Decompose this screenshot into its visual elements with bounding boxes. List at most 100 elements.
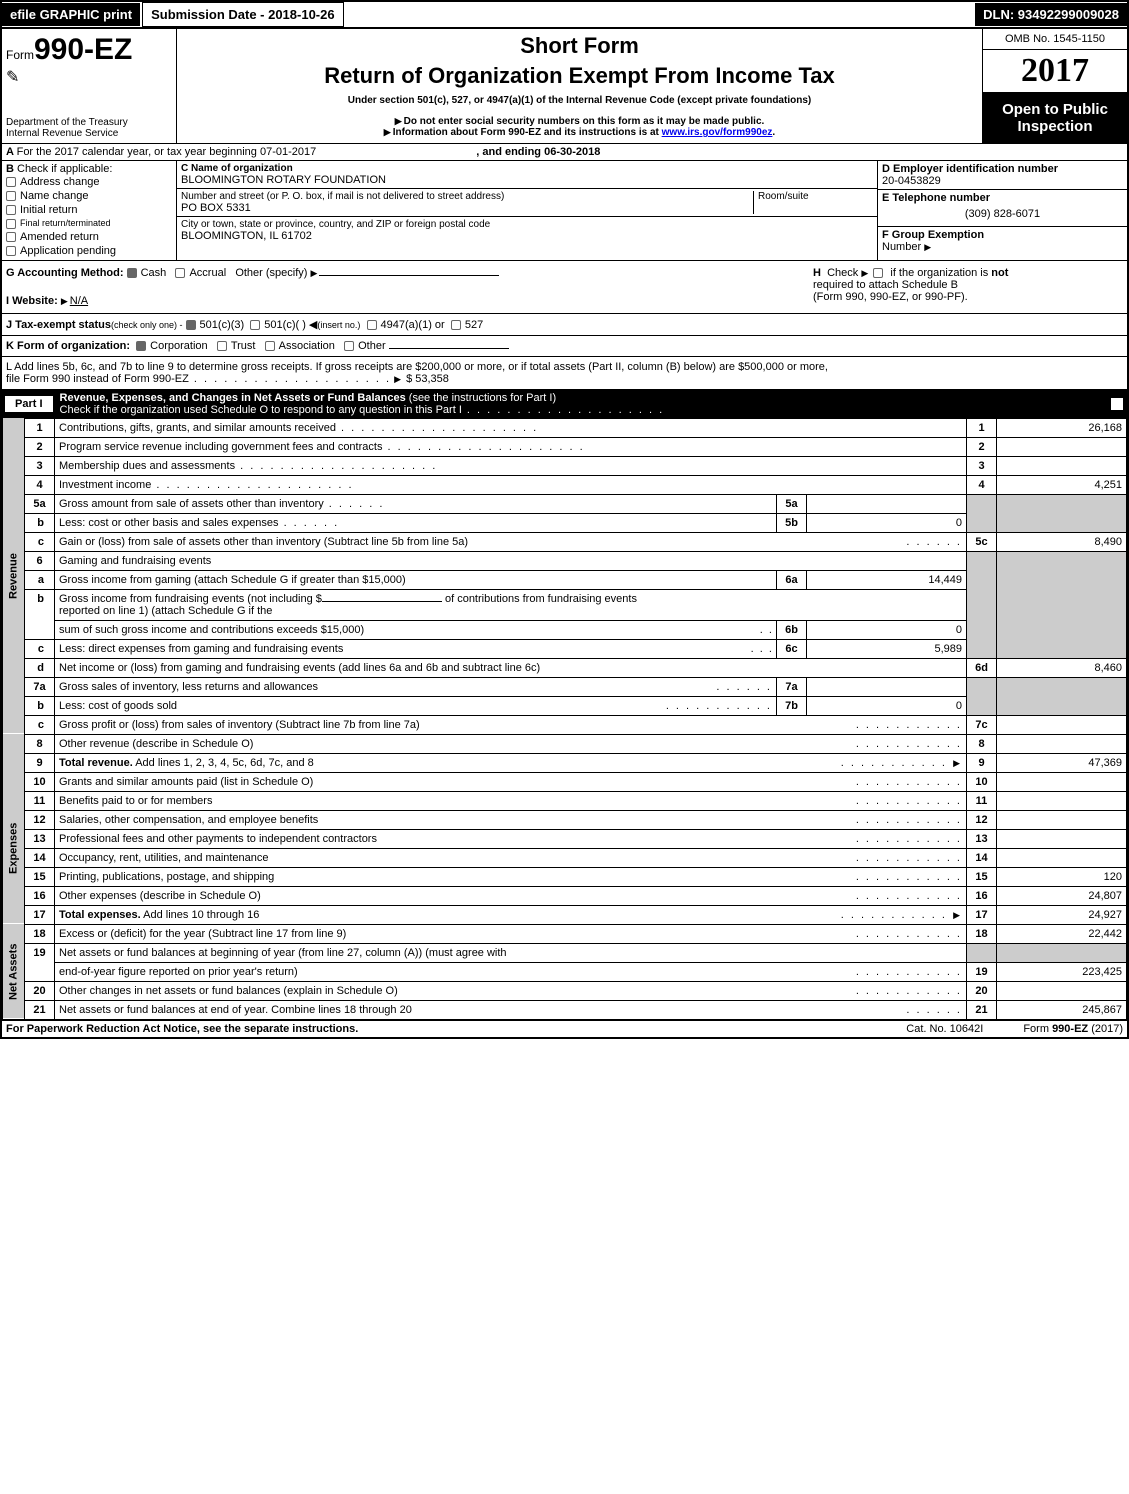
open-to-public: Open to PublicInspection bbox=[983, 93, 1127, 143]
val-6d: 8,460 bbox=[997, 658, 1127, 677]
val-12 bbox=[997, 810, 1127, 829]
c-name: C Name of organization BLOOMINGTON ROTAR… bbox=[177, 161, 877, 189]
val-4: 4,251 bbox=[997, 475, 1127, 494]
chk-name-change[interactable] bbox=[6, 191, 16, 201]
header-left: Form990-EZ ✎ Department of the Treasury … bbox=[2, 29, 177, 143]
form-prefix: Form bbox=[6, 48, 34, 62]
section-b: B Check if applicable: Address change Na… bbox=[2, 161, 1127, 260]
info-line: Information about Form 990-EZ and its in… bbox=[181, 127, 978, 138]
row-j: J Tax-exempt status(check only one) - 50… bbox=[2, 314, 1127, 336]
do-not-enter: Do not enter social security numbers on … bbox=[181, 116, 978, 127]
under-section: Under section 501(c), 527, or 4947(a)(1)… bbox=[181, 95, 978, 106]
c-street: Number and street (or P. O. box, if mail… bbox=[177, 189, 877, 217]
chk-501c[interactable] bbox=[250, 320, 260, 330]
side-netassets: Net Assets bbox=[3, 924, 25, 1019]
part1-header: Part I Revenue, Expenses, and Changes in… bbox=[2, 390, 1127, 418]
c-city: City or town, state or province, country… bbox=[177, 217, 877, 244]
val-2 bbox=[997, 437, 1127, 456]
chk-application-pending[interactable] bbox=[6, 246, 16, 256]
chk-527[interactable] bbox=[451, 320, 461, 330]
chk-h[interactable] bbox=[873, 268, 883, 278]
val-7a bbox=[807, 677, 967, 696]
side-revenue: Revenue bbox=[3, 418, 25, 734]
paperwork-notice: For Paperwork Reduction Act Notice, see … bbox=[6, 1023, 358, 1035]
cat-no: Cat. No. 10642I bbox=[906, 1023, 983, 1035]
f-group: F Group Exemption Number bbox=[878, 227, 1127, 255]
val-20 bbox=[997, 981, 1127, 1000]
chk-schedule-o[interactable]: ✓ bbox=[1111, 398, 1123, 410]
b-label: Check if applicable: bbox=[17, 163, 112, 175]
chk-initial-return[interactable] bbox=[6, 205, 16, 215]
form-number: 990-EZ bbox=[34, 33, 132, 66]
phone-value: (309) 828-6071 bbox=[882, 204, 1123, 224]
val-3 bbox=[997, 456, 1127, 475]
val-9: 47,369 bbox=[997, 753, 1127, 772]
org-city: BLOOMINGTON, IL 61702 bbox=[181, 230, 873, 242]
chk-amended-return[interactable] bbox=[6, 232, 16, 242]
val-1: 26,168 bbox=[997, 418, 1127, 437]
e-phone: E Telephone number (309) 828-6071 bbox=[878, 190, 1127, 227]
submission-date: Submission Date - 2018-10-26 bbox=[142, 2, 344, 27]
form-page: efile GRAPHIC print Submission Date - 20… bbox=[0, 0, 1129, 1039]
website-value: N/A bbox=[70, 295, 88, 307]
tax-year: 2017 bbox=[983, 50, 1127, 93]
val-15: 120 bbox=[997, 867, 1127, 886]
val-6a: 14,449 bbox=[807, 570, 967, 589]
omb-number: OMB No. 1545-1150 bbox=[983, 29, 1127, 50]
footer: For Paperwork Reduction Act Notice, see … bbox=[2, 1020, 1127, 1037]
val-19: 223,425 bbox=[997, 962, 1127, 981]
g-label: G Accounting Method: bbox=[6, 267, 124, 279]
val-6b: 0 bbox=[807, 620, 967, 639]
val-5a bbox=[807, 494, 967, 513]
val-5b: 0 bbox=[807, 513, 967, 532]
dln: DLN: 93492299009028 bbox=[975, 3, 1127, 26]
part1-label: Part I bbox=[4, 395, 54, 413]
part1-table: Revenue 1Contributions, gifts, grants, a… bbox=[2, 418, 1127, 1020]
room-suite: Room/suite bbox=[753, 191, 873, 214]
topbar: efile GRAPHIC print Submission Date - 20… bbox=[2, 2, 1127, 29]
dept-treasury: Department of the Treasury bbox=[6, 117, 172, 128]
header-mid: Short Form Return of Organization Exempt… bbox=[177, 29, 982, 143]
form990ez-link[interactable]: www.irs.gov/form990ez bbox=[662, 127, 773, 138]
val-10 bbox=[997, 772, 1127, 791]
header-right: OMB No. 1545-1150 2017 Open to PublicIns… bbox=[982, 29, 1127, 143]
row-l: L Add lines 5b, 6c, and 7b to line 9 to … bbox=[2, 357, 1127, 390]
header: Form990-EZ ✎ Department of the Treasury … bbox=[2, 29, 1127, 144]
val-11 bbox=[997, 791, 1127, 810]
chk-address-change[interactable] bbox=[6, 177, 16, 187]
chk-other-org[interactable] bbox=[344, 341, 354, 351]
row-g-h: G Accounting Method: Cash Accrual Other … bbox=[2, 260, 1127, 314]
chk-corporation[interactable] bbox=[136, 341, 146, 351]
i-label: I Website: bbox=[6, 295, 58, 307]
line-a: A For the 2017 calendar year, or tax yea… bbox=[2, 144, 1127, 161]
org-street: PO BOX 5331 bbox=[181, 202, 753, 214]
chk-accrual[interactable] bbox=[175, 268, 185, 278]
title-roet: Return of Organization Exempt From Incom… bbox=[181, 63, 978, 89]
chk-trust[interactable] bbox=[217, 341, 227, 351]
val-7c bbox=[997, 715, 1127, 734]
val-6c: 5,989 bbox=[807, 639, 967, 658]
val-21: 245,867 bbox=[997, 1000, 1127, 1019]
chk-501c3[interactable] bbox=[186, 320, 196, 330]
l-amount: $ 53,358 bbox=[406, 373, 449, 385]
chk-cash[interactable] bbox=[127, 268, 137, 278]
chk-association[interactable] bbox=[265, 341, 275, 351]
chk-final-return[interactable] bbox=[6, 219, 16, 229]
d-ein: D Employer identification number 20-0453… bbox=[878, 161, 1127, 190]
chk-4947[interactable] bbox=[367, 320, 377, 330]
form-ref: Form 990-EZ (2017) bbox=[1023, 1023, 1123, 1035]
val-18: 22,442 bbox=[997, 924, 1127, 943]
val-17: 24,927 bbox=[997, 905, 1127, 924]
val-5c: 8,490 bbox=[997, 532, 1127, 551]
title-short-form: Short Form bbox=[181, 33, 978, 59]
val-8 bbox=[997, 734, 1127, 753]
val-16: 24,807 bbox=[997, 886, 1127, 905]
efile-print-button[interactable]: efile GRAPHIC print bbox=[2, 3, 140, 26]
org-name: BLOOMINGTON ROTARY FOUNDATION bbox=[181, 174, 873, 186]
val-14 bbox=[997, 848, 1127, 867]
val-7b: 0 bbox=[807, 696, 967, 715]
side-expenses: Expenses bbox=[3, 772, 25, 924]
row-k: K Form of organization: Corporation Trus… bbox=[2, 336, 1127, 357]
h-box: H Check if the organization is not requi… bbox=[813, 267, 1123, 307]
dept-irs: Internal Revenue Service bbox=[6, 128, 172, 139]
